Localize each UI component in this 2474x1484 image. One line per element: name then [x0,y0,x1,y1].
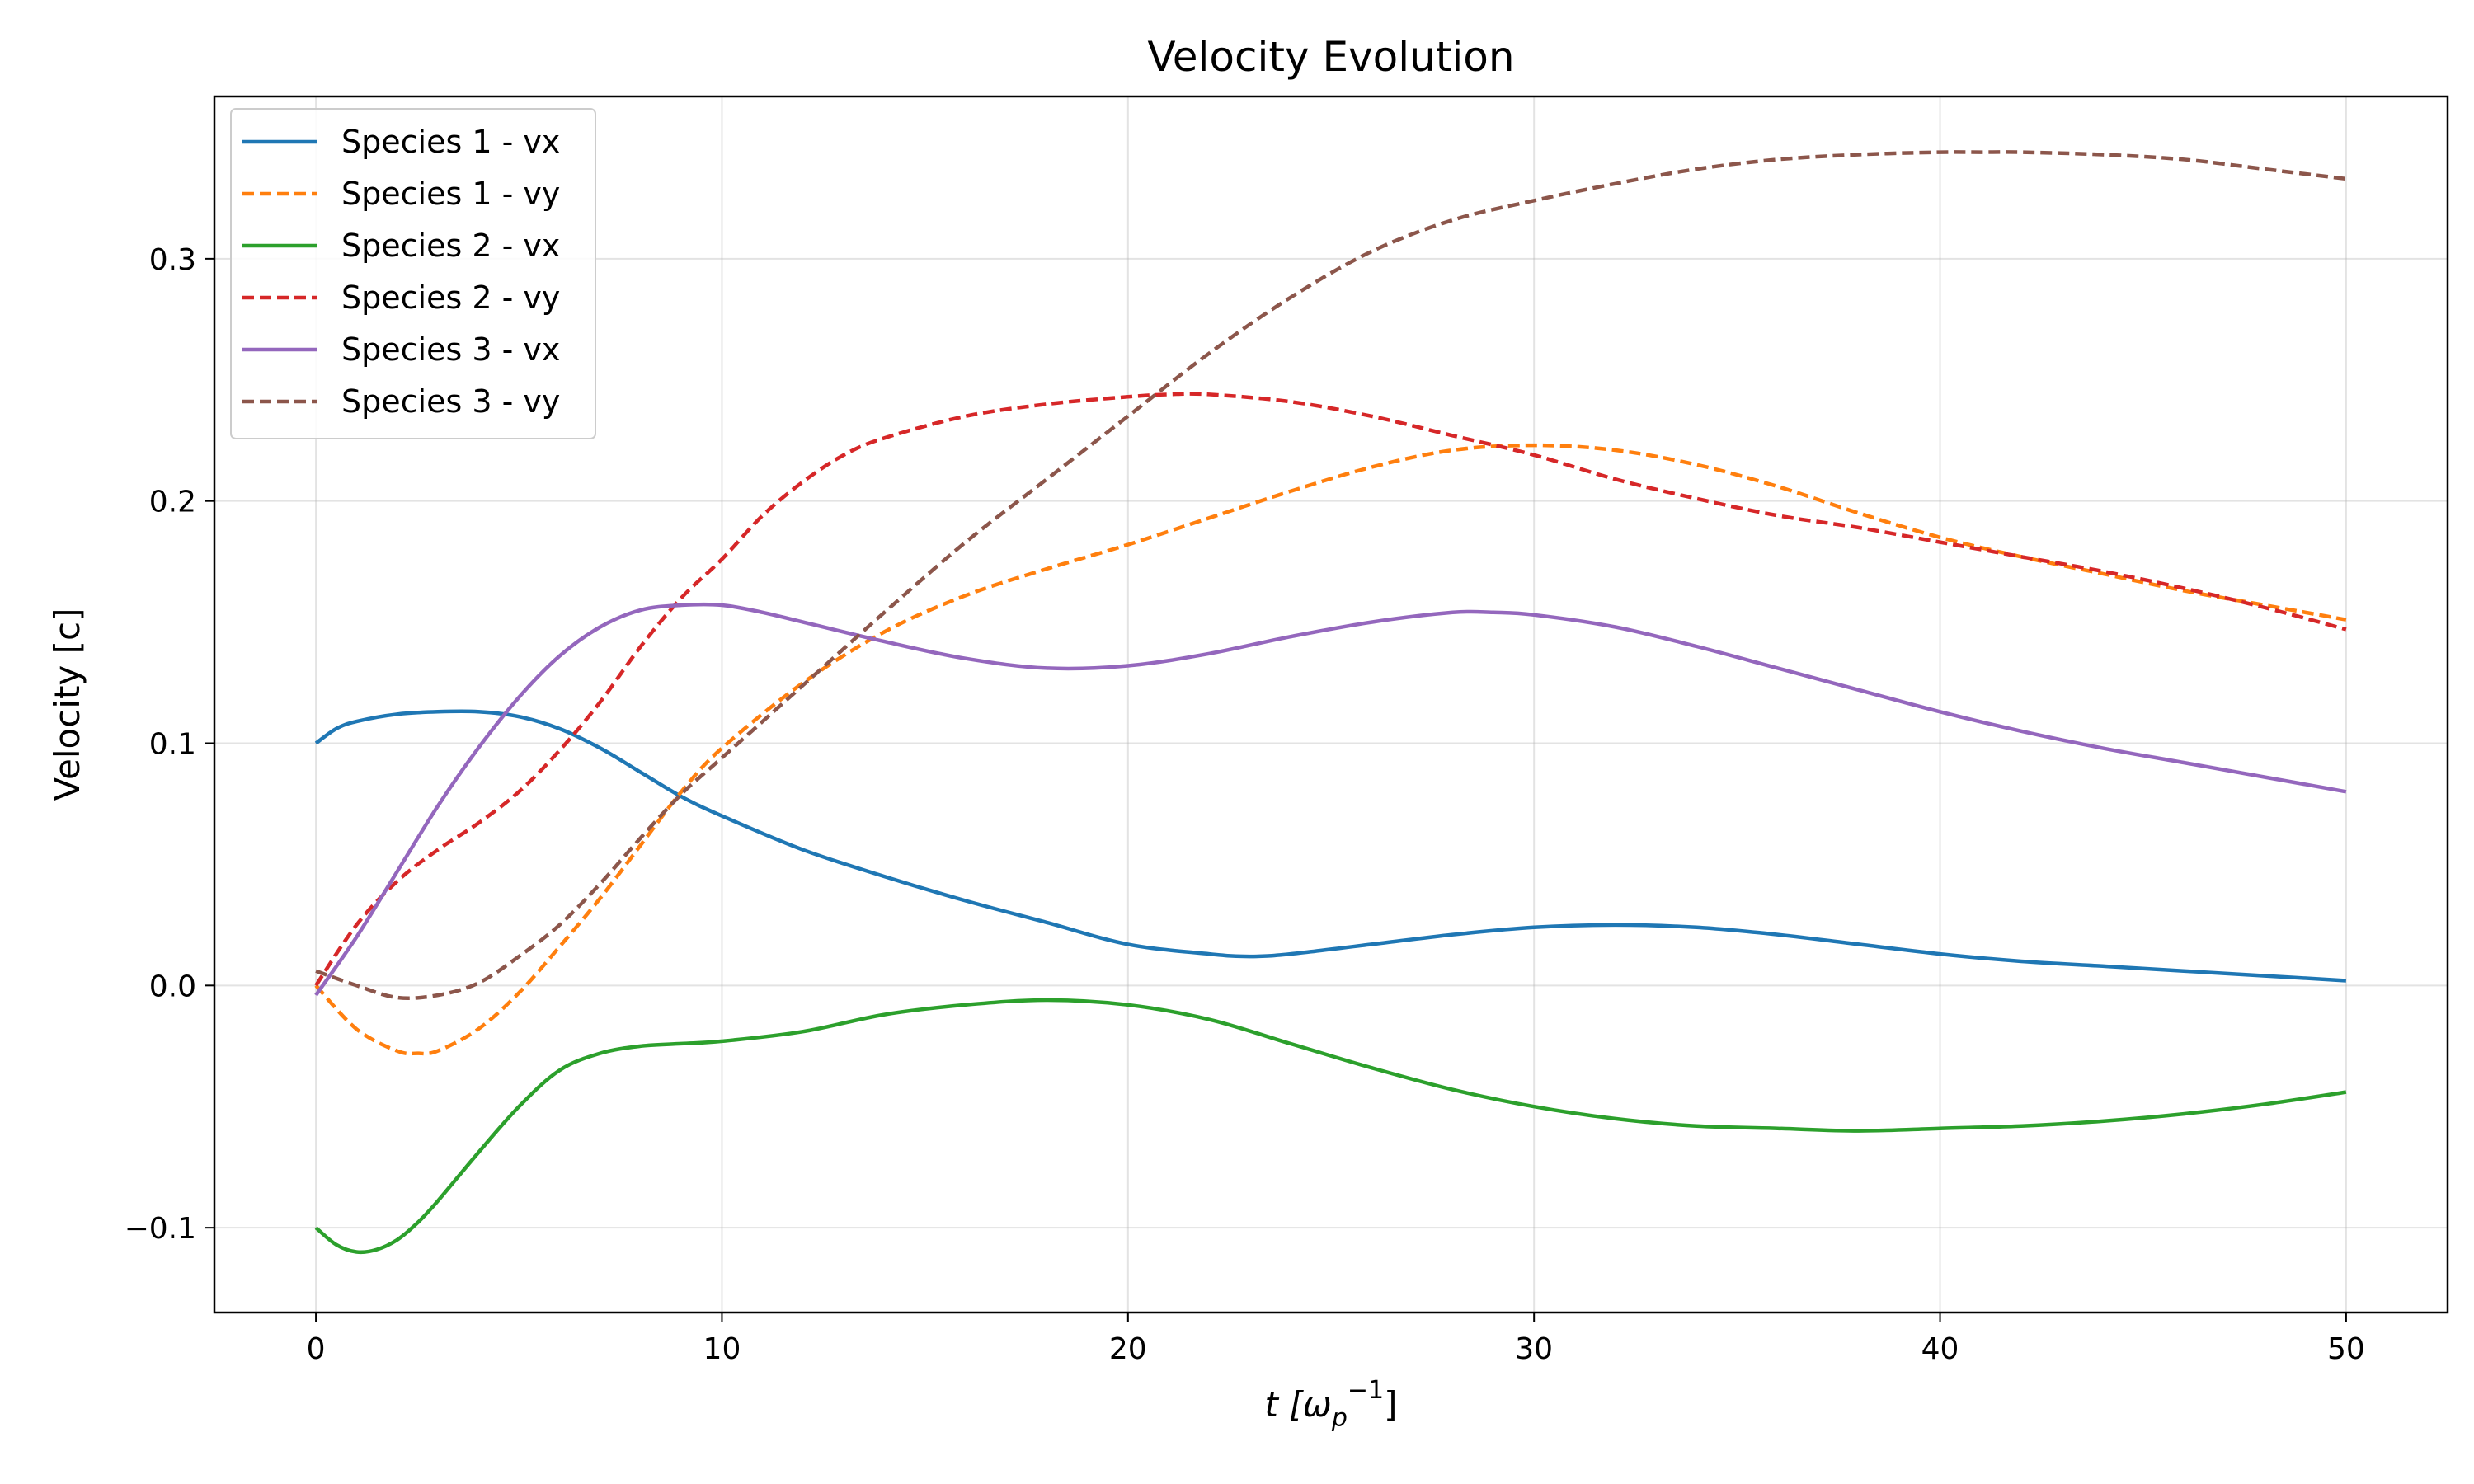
chart-title: Velocity Evolution [1147,33,1514,81]
x-axis-title-end: ] [1384,1384,1397,1425]
x-tick-label: 10 [703,1332,741,1366]
legend-label-6: Species 3 - vy [341,383,560,420]
y-tick-label: 0.3 [149,243,196,277]
series-line-5 [314,602,2347,997]
x-axis-title-superscript: −1 [1348,1376,1384,1405]
series-lines [314,150,2347,1255]
x-tick-label: 40 [1921,1332,1959,1366]
y-axis-title: Velocity [c] [47,608,87,801]
x-tick-label: 30 [1515,1332,1553,1366]
y-tick-label: −0.1 [125,1212,196,1246]
x-axis-title-subscript: p [1331,1404,1348,1433]
series-line-3 [314,998,2347,1255]
x-tick-label: 0 [307,1332,326,1366]
plot-frame [213,95,2449,1314]
grid-lines [214,96,2448,1313]
axis-ticks: 0 10 20 30 40 50 −0.1 0.0 0.1 0.2 0.3 [125,243,2365,1366]
x-tick-label: 50 [2327,1332,2365,1366]
series-line-6 [315,150,2347,1001]
legend-label-3: Species 2 - vx [341,228,560,264]
series-line-4 [314,392,2347,987]
series-line-1 [314,709,2347,983]
series-line-2 [314,443,2347,1056]
legend-label-4: Species 2 - vy [341,279,560,316]
x-axis-title-base: t [ω [1264,1384,1331,1425]
legend-label-5: Species 3 - vx [341,331,560,368]
y-tick-label: 0.1 [149,728,196,762]
x-axis-title: t [ωp−1] [1264,1376,1397,1433]
x-tick-label: 20 [1109,1332,1147,1366]
y-tick-label: 0.0 [149,970,196,1003]
y-tick-label: 0.2 [149,486,196,519]
legend-label-1: Species 1 - vx [341,124,560,160]
legend: Species 1 - vx Species 1 - vy Species 2 - … [230,108,596,439]
legend-label-2: Species 1 - vy [341,176,560,212]
legend-box [230,108,596,439]
